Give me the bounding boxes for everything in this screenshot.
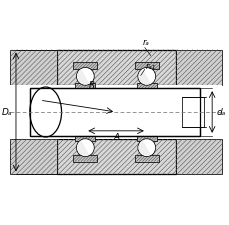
Ellipse shape: [30, 88, 61, 137]
Text: dₐ: dₐ: [215, 108, 224, 117]
Text: rₐ₁: rₐ₁: [145, 62, 155, 71]
Text: R: R: [89, 80, 95, 89]
Wedge shape: [77, 70, 89, 85]
Bar: [136, 84, 156, 89]
Bar: [73, 155, 97, 162]
Bar: [134, 155, 158, 162]
Circle shape: [137, 139, 155, 157]
Bar: [30, 89, 199, 136]
Wedge shape: [77, 141, 89, 156]
Bar: [136, 136, 156, 141]
Bar: [10, 139, 56, 175]
Wedge shape: [138, 141, 150, 156]
Bar: [30, 89, 199, 136]
Circle shape: [76, 139, 94, 157]
Bar: [56, 139, 175, 175]
Bar: [175, 50, 221, 86]
Bar: [182, 97, 203, 128]
Bar: [73, 63, 97, 70]
Text: A: A: [112, 133, 119, 142]
Bar: [10, 86, 221, 139]
Circle shape: [137, 68, 155, 86]
Bar: [56, 50, 175, 86]
Bar: [175, 139, 221, 175]
Bar: [134, 63, 158, 70]
Bar: [75, 136, 95, 141]
Bar: [75, 84, 95, 89]
Wedge shape: [138, 70, 150, 85]
Text: Dₐ: Dₐ: [2, 108, 12, 117]
Circle shape: [76, 68, 94, 86]
Text: rₐ: rₐ: [142, 38, 148, 47]
Bar: [10, 50, 56, 86]
